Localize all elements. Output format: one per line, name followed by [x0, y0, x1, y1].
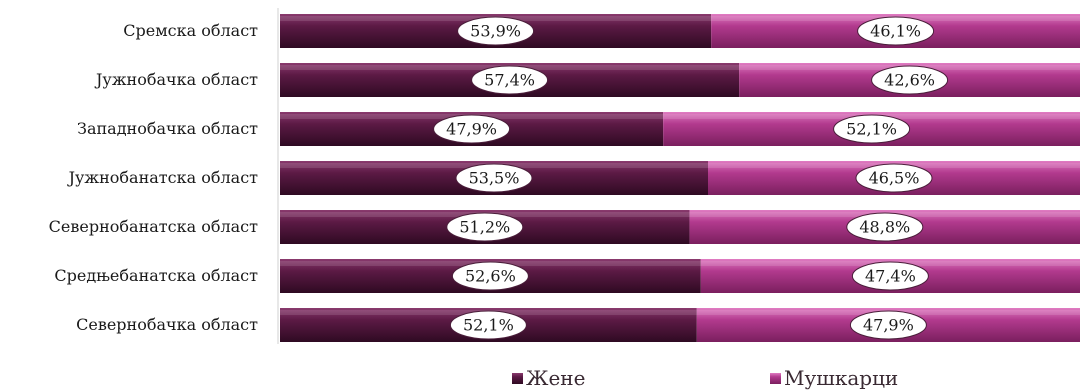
data-label: 53,5% — [469, 169, 520, 188]
category-label: Западнобачка област — [77, 119, 258, 138]
category-label: Севернобачка област — [76, 315, 258, 334]
data-label-bubble — [855, 163, 933, 193]
legend-label: Мушкарци — [784, 366, 898, 390]
data-label-bubble — [457, 16, 535, 46]
category-label: Севернобанатска област — [49, 217, 258, 236]
category-label: Средњебанатска област — [54, 266, 258, 285]
category-label: Јужнобанатска област — [67, 168, 259, 187]
data-label: 53,9% — [470, 22, 521, 41]
legend: Жене Мушкарци — [512, 366, 898, 390]
data-label-bubble — [449, 310, 527, 340]
category-label: Сремска област — [123, 21, 258, 40]
data-label: 52,1% — [463, 316, 514, 335]
labels-layer: Сремска област 53,9% 46,1% Јужнобачка облас… — [49, 16, 949, 340]
legend-swatch — [512, 373, 523, 384]
data-label: 46,5% — [869, 169, 920, 188]
data-label: 47,9% — [863, 316, 914, 335]
legend-swatch — [770, 373, 781, 384]
data-label: 47,4% — [865, 267, 916, 286]
data-label-bubble — [849, 310, 927, 340]
data-label-bubble — [851, 261, 929, 291]
data-label-bubble — [451, 261, 529, 291]
data-label: 51,2% — [459, 218, 510, 237]
data-label-bubble — [846, 212, 924, 242]
legend-label: Жене — [526, 366, 585, 390]
data-label: 48,8% — [859, 218, 910, 237]
bars-layer — [280, 14, 1080, 342]
data-label: 46,1% — [870, 22, 921, 41]
data-label: 52,1% — [846, 120, 897, 139]
data-label: 52,6% — [465, 267, 516, 286]
data-label-bubble — [433, 114, 511, 144]
data-label-bubble — [455, 163, 533, 193]
data-label: 47,9% — [446, 120, 497, 139]
data-label-bubble — [871, 65, 949, 95]
data-label-bubble — [446, 212, 524, 242]
category-label: Јужнобачка област — [94, 70, 258, 89]
data-label: 57,4% — [484, 71, 535, 90]
data-label-bubble — [857, 16, 935, 46]
data-label: 42,6% — [884, 71, 935, 90]
data-label-bubble — [471, 65, 549, 95]
data-label-bubble — [833, 114, 911, 144]
